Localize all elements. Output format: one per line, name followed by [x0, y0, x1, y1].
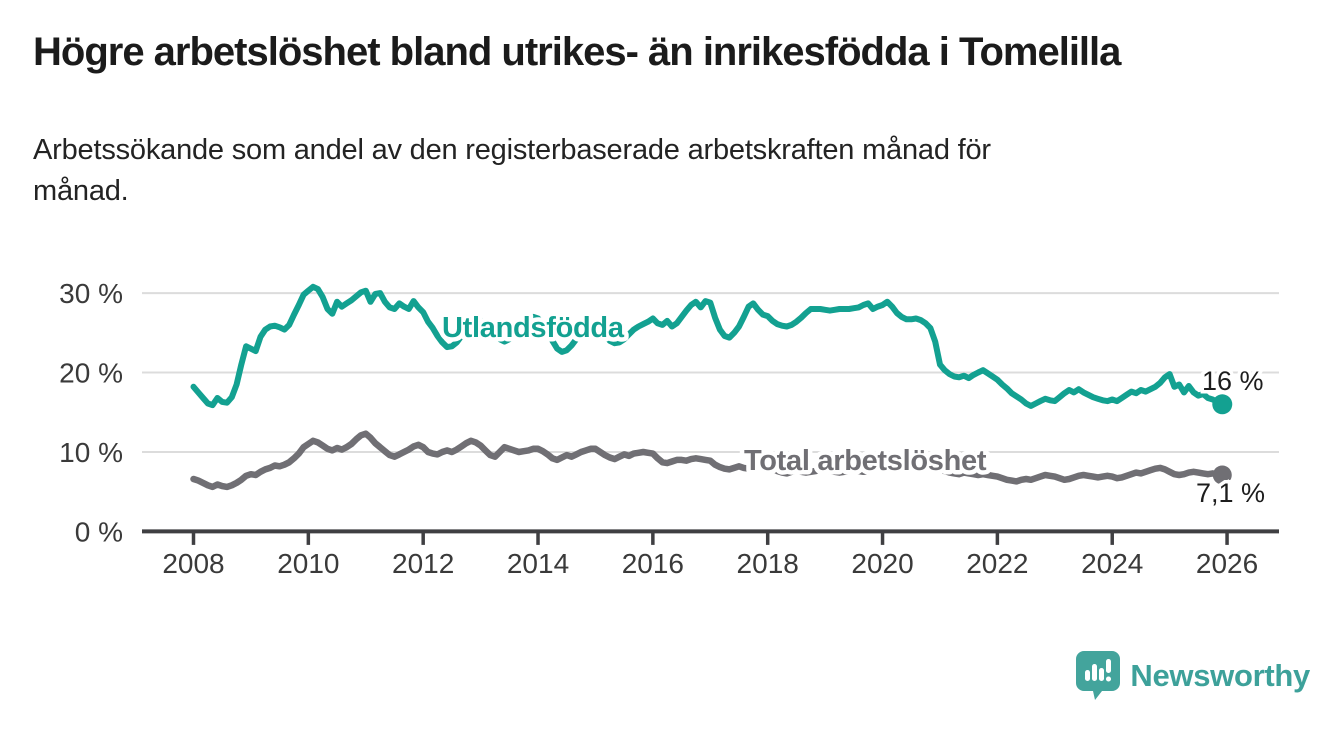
x-tick-label-2010: 2010: [277, 548, 339, 579]
subtitle-line-2: månad.: [33, 175, 129, 207]
total-arbetsl-shet-line: [190, 430, 1226, 491]
newsworthy-logo[interactable]: Newsworthy: [1076, 651, 1310, 701]
x-tick-label-2012: 2012: [392, 548, 454, 579]
x-tick-label-2026: 2026: [1196, 548, 1258, 579]
x-tick-label-2016: 2016: [622, 548, 684, 579]
y-tick-label-10: 10 %: [59, 437, 123, 468]
newsworthy-logo-text: Newsworthy: [1130, 658, 1310, 693]
total-arbetsl-shet-end-value-label: 7,1 %: [1196, 478, 1265, 508]
logo-exclamation-bar: [1106, 659, 1112, 673]
x-tick-label-2024: 2024: [1081, 548, 1143, 579]
x-tick-label-2008: 2008: [162, 548, 224, 579]
logo-speech-bubble: [1076, 651, 1121, 700]
y-tick-label-0: 0 %: [75, 516, 123, 547]
page-title: Högre arbetslöshet bland utrikes- än inr…: [33, 30, 1121, 74]
utlandsf-dda-series-label: Utlandsfödda: [442, 312, 625, 344]
logo-exclamation-dot: [1106, 676, 1112, 682]
y-tick-label-20: 20 %: [59, 358, 123, 389]
utlandsf-dda-end-dot: [1212, 394, 1233, 415]
total-arbetsl-shet-end-dot: [1212, 465, 1232, 485]
x-tick-label-2020: 2020: [851, 548, 913, 579]
subtitle-line-1: Arbetssökande som andel av den registerb…: [33, 134, 991, 166]
y-tick-label-30: 30 %: [59, 278, 123, 309]
total-arbetsl-shet-series-label: Total arbetslöshet: [744, 445, 987, 477]
x-tick-label-2014: 2014: [507, 548, 569, 579]
chart-subtitle: Arbetssökande som andel av den registerb…: [33, 130, 1253, 212]
utlandsf-dda-line: [190, 283, 1226, 409]
x-tick-label-2022: 2022: [966, 548, 1028, 579]
utlandsf-dda-end-value-label: 16 %: [1202, 366, 1264, 396]
newsworthy-logo-icon: [1076, 651, 1121, 700]
x-tick-label-2018: 2018: [737, 548, 799, 579]
logo-bar-chart-glyph: [1085, 659, 1112, 682]
